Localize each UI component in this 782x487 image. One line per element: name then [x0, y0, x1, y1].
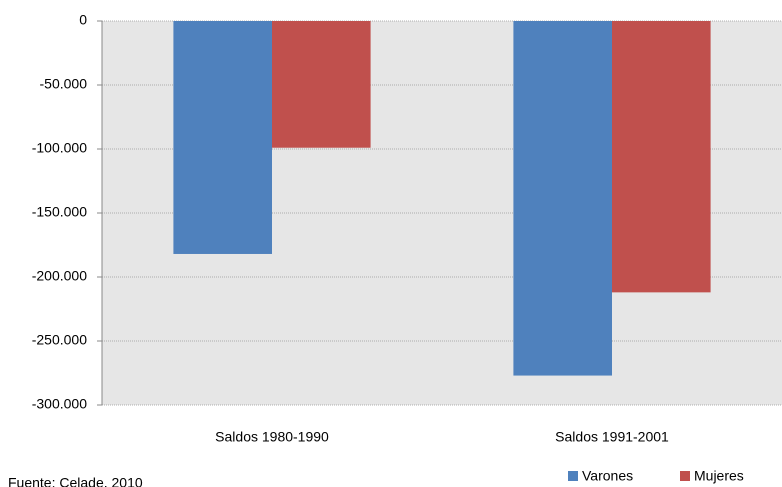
y-tick-label: -150.000 [32, 204, 87, 220]
bar [272, 21, 371, 148]
bar [173, 21, 272, 254]
legend-label: Mujeres [694, 468, 744, 484]
y-tick-label: 0 [79, 12, 87, 28]
x-tick-label: Saldos 1980-1990 [215, 429, 329, 445]
legend-swatch [568, 471, 578, 481]
y-tick-label: -200.000 [32, 268, 87, 284]
x-tick-label: Saldos 1991-2001 [555, 429, 669, 445]
y-tick-label: -50.000 [40, 76, 88, 92]
y-tick-label: -300.000 [32, 396, 87, 412]
y-tick-label: -100.000 [32, 140, 87, 156]
bar [513, 21, 612, 376]
y-tick-label: -250.000 [32, 332, 87, 348]
bar [612, 21, 711, 293]
legend-label: Varones [582, 468, 633, 484]
source-note: Fuente: Celade, 2010 [8, 475, 143, 487]
legend-swatch [680, 471, 690, 481]
